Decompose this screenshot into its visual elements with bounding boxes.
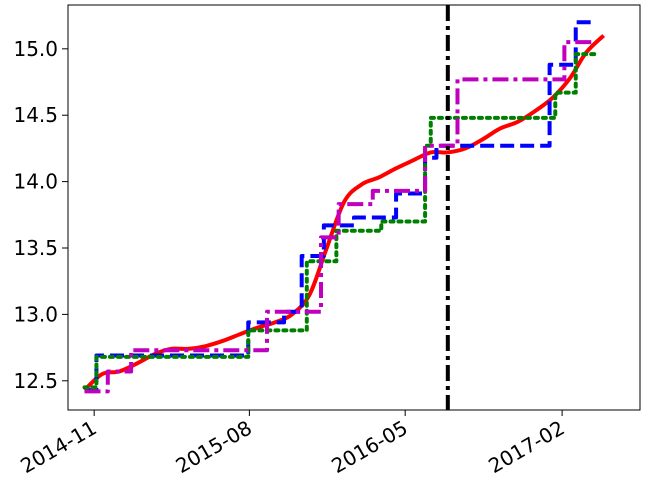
series-line-3 [82,52,598,390]
y-tick-label: 14.0 [13,170,58,194]
series-layer [82,20,606,394]
y-tick-label: 13.0 [13,302,58,326]
x-tick-label: 2016-05 [327,416,411,479]
x-tick-label: 2015-08 [171,416,255,479]
series-line-1 [83,34,606,392]
y-tick-label: 15.0 [13,37,58,61]
series-line-2 [84,20,596,393]
x-tick-label: 2017-02 [484,416,568,479]
x-tick-label: 2014-11 [16,416,100,479]
series-line-4 [84,40,596,394]
plot-frame [67,4,641,411]
y-tick-label: 14.5 [13,103,58,127]
y-tick-label: 12.5 [13,369,58,393]
y-axis: 12.5 13.0 13.5 14.0 14.5 15.0 [13,37,68,393]
x-axis: 2014-11 2015-08 2016-05 2017-02 [16,410,569,479]
y-tick-label: 13.5 [13,236,58,260]
